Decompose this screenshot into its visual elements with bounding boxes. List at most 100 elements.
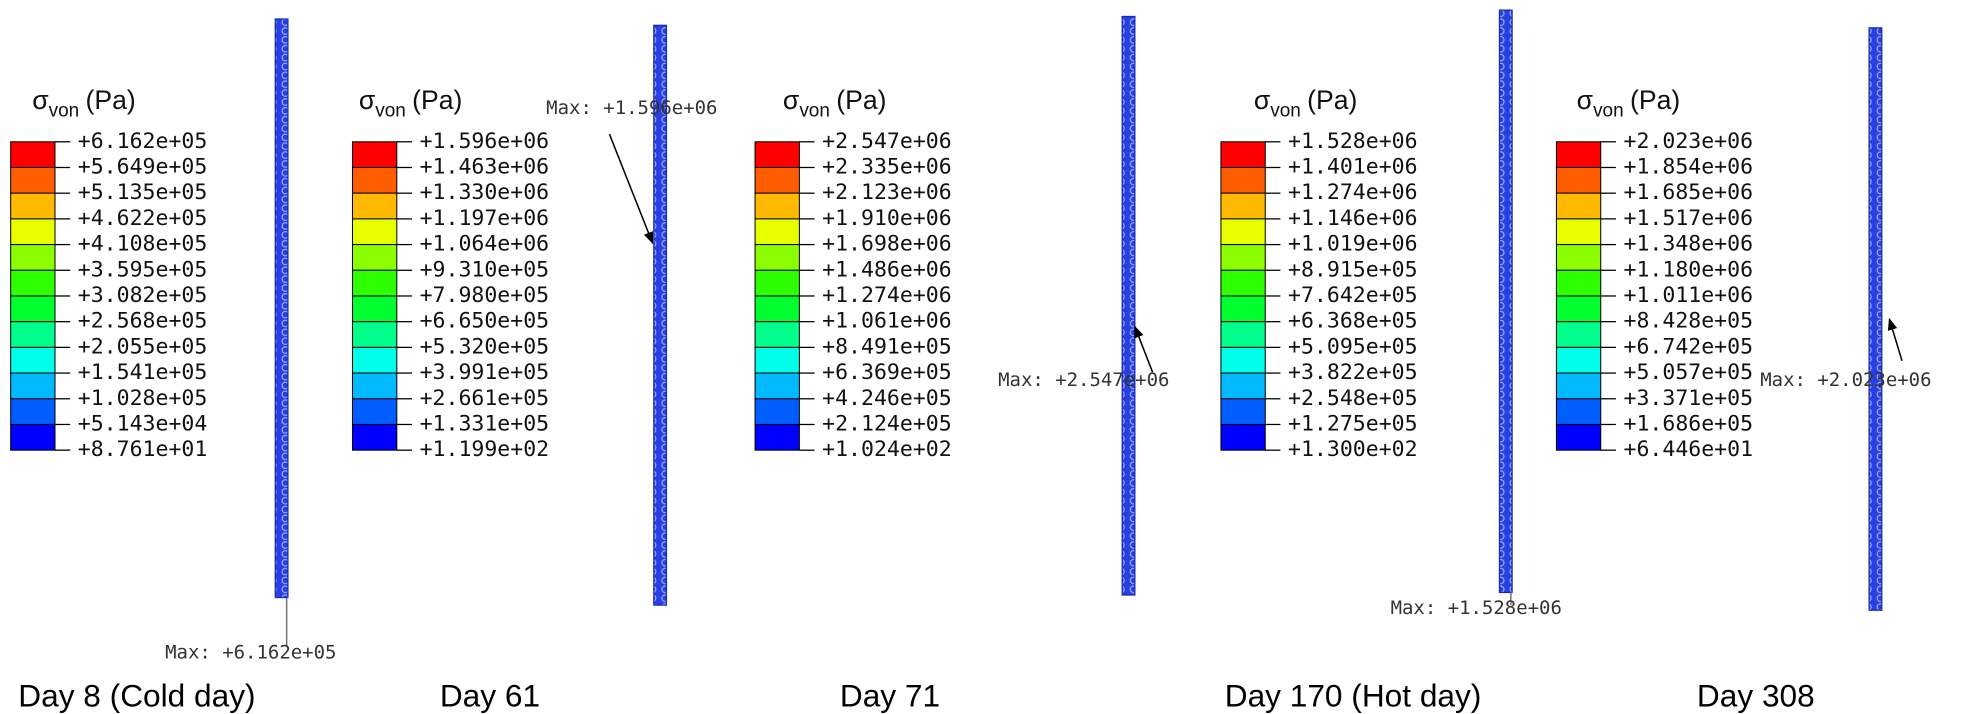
legend-band [755, 347, 799, 373]
legend-label: +6.742e+05 [1624, 334, 1754, 359]
legend-subscript: von [799, 100, 830, 121]
panel: σvon(Pa)+6.162e+05+5.649e+05+5.135e+05+4… [11, 19, 337, 713]
legend-label: +6.650e+05 [420, 309, 550, 334]
legend-unit: (Pa) [836, 85, 886, 115]
legend-label: +1.685e+06 [1624, 180, 1754, 205]
panel: σvon(Pa)+2.547e+06+2.335e+06+2.123e+06+1… [755, 16, 1169, 713]
legend-label: +2.124e+05 [822, 411, 952, 436]
legend-subscript: von [1270, 100, 1301, 121]
legend-label: +6.162e+05 [78, 129, 208, 154]
max-label: Max: +2.547e+06 [998, 369, 1169, 391]
legend-band [1221, 270, 1265, 296]
legend-band [755, 193, 799, 219]
legend-label: +1.348e+06 [1624, 232, 1754, 257]
legend-band [755, 142, 799, 168]
max-label: Max: +1.528e+06 [1391, 597, 1562, 619]
legend-label: +3.822e+05 [1288, 360, 1418, 385]
legend-label: +1.854e+06 [1624, 154, 1754, 179]
legend-band [755, 399, 799, 425]
legend-band [352, 245, 396, 271]
legend-band [11, 193, 55, 219]
legend-label: +8.761e+01 [78, 437, 208, 462]
legend-unit: (Pa) [86, 85, 136, 115]
legend-label: +5.143e+04 [78, 411, 208, 436]
legend-band [1556, 424, 1600, 450]
max-leader [1889, 319, 1902, 361]
legend-label: +2.123e+06 [822, 180, 952, 205]
legend-band [1221, 193, 1265, 219]
legend-band [755, 270, 799, 296]
legend-label: +6.446e+01 [1624, 437, 1754, 462]
legend-band [1221, 399, 1265, 425]
panel: σvon(Pa)+1.528e+06+1.401e+06+1.274e+06+1… [1221, 10, 1562, 713]
legend-label: +3.371e+05 [1624, 386, 1754, 411]
legend-label: +2.547e+06 [822, 129, 952, 154]
legend-label: +6.368e+05 [1288, 309, 1418, 334]
legend-label: +1.274e+06 [822, 283, 952, 308]
legend-subscript: von [375, 100, 406, 121]
legend-band [755, 322, 799, 348]
legend-band [1221, 373, 1265, 399]
legend-subscript: von [49, 100, 80, 121]
legend-label: +1.528e+06 [1288, 129, 1418, 154]
legend-band [352, 373, 396, 399]
legend-title: σvon(Pa) [359, 85, 463, 122]
legend-symbol: σ [1577, 85, 1593, 115]
legend-label: +1.274e+06 [1288, 180, 1418, 205]
legend-label: +1.146e+06 [1288, 206, 1418, 231]
legend-label: +1.486e+06 [822, 257, 952, 282]
legend-band [352, 399, 396, 425]
caption: Day 71 [840, 677, 940, 713]
legend-band [1556, 322, 1600, 348]
legend-band [1221, 296, 1265, 322]
legend-band [1221, 322, 1265, 348]
legend-band [1221, 142, 1265, 168]
legend-title: σvon(Pa) [1577, 85, 1681, 122]
legend-unit: (Pa) [1630, 85, 1680, 115]
legend-label: +5.320e+05 [420, 334, 550, 359]
legend-label: +1.024e+02 [822, 437, 952, 462]
legend-label: +1.061e+06 [822, 309, 952, 334]
legend-label: +1.596e+06 [420, 129, 550, 154]
legend-label: +8.491e+05 [822, 334, 952, 359]
legend-band [352, 424, 396, 450]
legend-band [352, 270, 396, 296]
mesh-column [1869, 28, 1882, 610]
max-label: Max: +6.162e+05 [165, 641, 336, 663]
mesh-column [275, 19, 288, 598]
legend-label: +4.622e+05 [78, 206, 208, 231]
legend-band [1221, 167, 1265, 193]
legend-band [1556, 296, 1600, 322]
legend-band [755, 245, 799, 271]
legend-label: +1.698e+06 [822, 232, 952, 257]
legend-label: +5.057e+05 [1624, 360, 1754, 385]
legend-label: +1.330e+06 [420, 180, 550, 205]
legend-label: +4.108e+05 [78, 232, 208, 257]
legend-band [1221, 424, 1265, 450]
legend-band [1556, 373, 1600, 399]
legend-band [755, 424, 799, 450]
legend-label: +1.300e+02 [1288, 437, 1418, 462]
legend-label: +1.517e+06 [1624, 206, 1754, 231]
legend-label: +2.548e+05 [1288, 386, 1418, 411]
legend-band [755, 167, 799, 193]
max-label: Max: +1.596e+06 [546, 97, 717, 119]
legend-band [755, 373, 799, 399]
legend-label: +8.915e+05 [1288, 257, 1418, 282]
legend-band [1556, 245, 1600, 271]
legend-band [1556, 270, 1600, 296]
legend-title: σvon(Pa) [1254, 85, 1358, 122]
legend-band [1221, 245, 1265, 271]
legend-label: +4.246e+05 [822, 386, 952, 411]
legend-band [11, 142, 55, 168]
figure: σvon(Pa)+6.162e+05+5.649e+05+5.135e+05+4… [0, 0, 1976, 714]
caption: Day 61 [440, 677, 540, 713]
legend-band [11, 270, 55, 296]
legend-label: +2.023e+06 [1624, 129, 1754, 154]
legend-band [1556, 142, 1600, 168]
legend-label: +1.064e+06 [420, 232, 550, 257]
legend-symbol: σ [32, 85, 48, 115]
legend-band [11, 373, 55, 399]
legend-label: +1.180e+06 [1624, 257, 1754, 282]
legend-label: +1.199e+02 [420, 437, 550, 462]
